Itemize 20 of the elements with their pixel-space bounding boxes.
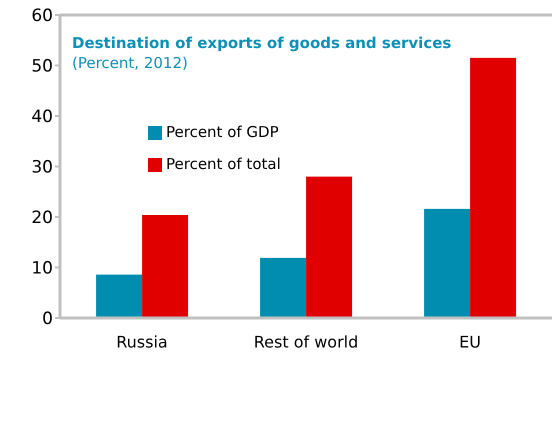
y-tick-label: 50 [31, 56, 53, 77]
y-tick-label: 40 [31, 107, 53, 128]
text: Destination of exports of goods and services [72, 34, 452, 52]
y-tick-label: 10 [31, 258, 53, 279]
bar [142, 214, 188, 318]
y-tick-label: 0 [42, 309, 53, 330]
bar [96, 274, 142, 318]
text: (Percent, 2012) [72, 54, 189, 72]
x-tick-label: Russia [116, 332, 168, 352]
bar [424, 208, 470, 318]
y-tick-label: 20 [31, 208, 53, 228]
bar [470, 58, 516, 318]
bar [260, 258, 306, 318]
y-tick-label: 30 [31, 158, 53, 178]
legend-label: Percent of total [166, 155, 281, 173]
y-tick-label: 60 [31, 6, 53, 26]
bar [306, 176, 352, 318]
x-tick-label: Rest of world [254, 332, 358, 352]
legend-label: Percent of GDP [166, 123, 279, 141]
x-tick-label: EU [459, 332, 481, 352]
